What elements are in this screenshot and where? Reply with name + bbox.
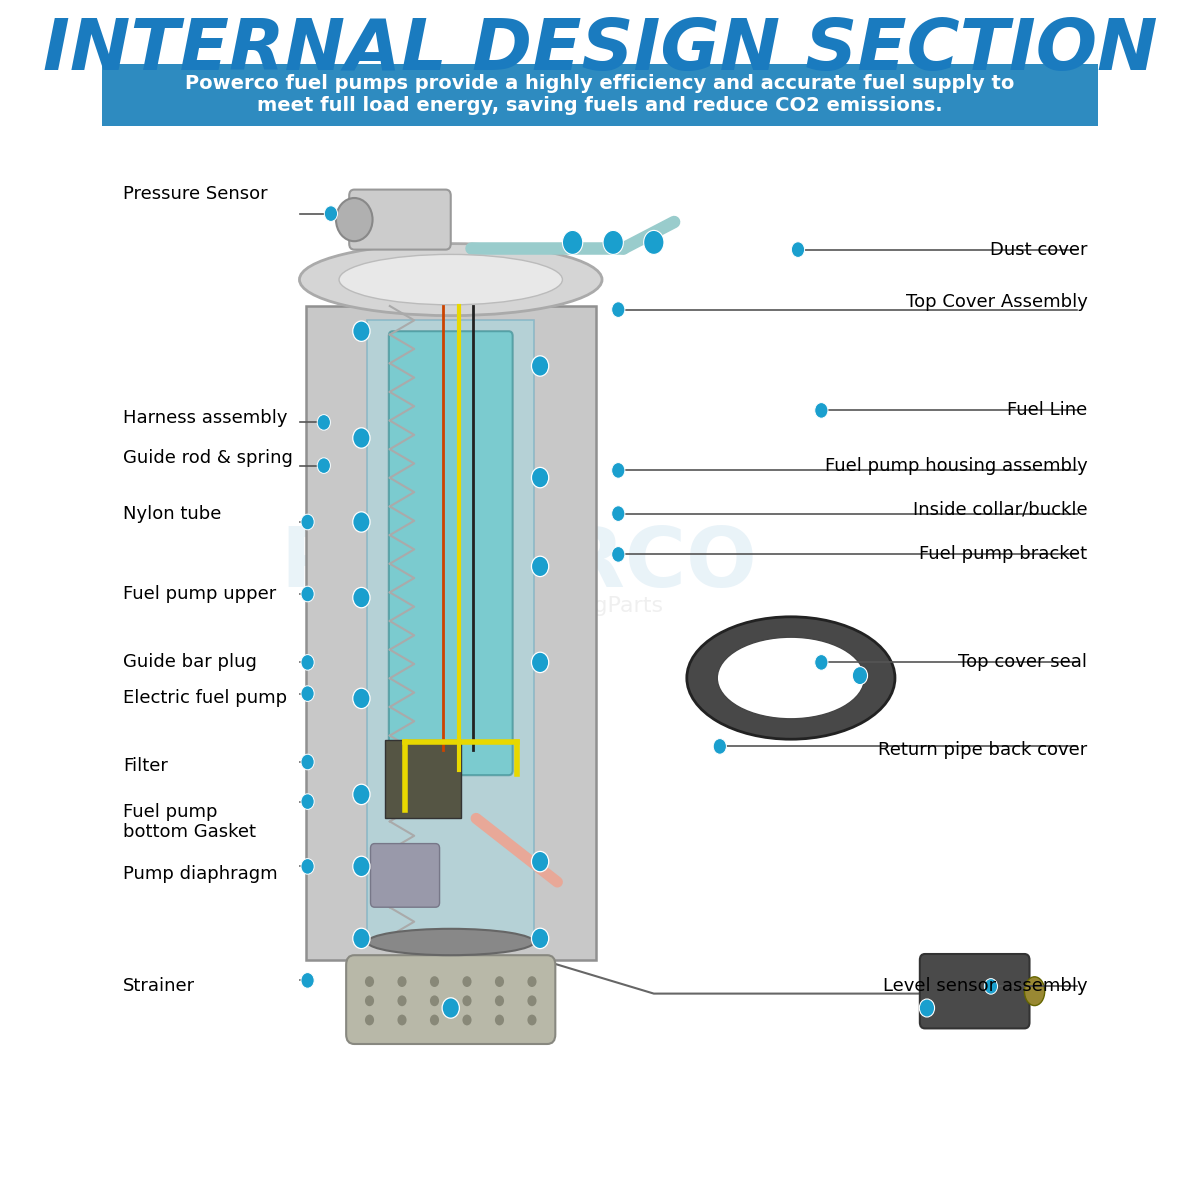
Circle shape [301,686,314,701]
Circle shape [643,230,664,254]
FancyBboxPatch shape [920,954,1030,1028]
Ellipse shape [1025,977,1045,1006]
Text: Inside collar/buckle: Inside collar/buckle [913,502,1087,518]
FancyBboxPatch shape [371,844,439,907]
Circle shape [397,996,407,1006]
Circle shape [430,977,439,986]
Ellipse shape [718,637,864,719]
Circle shape [301,859,314,874]
Text: Top cover seal: Top cover seal [959,653,1087,671]
Circle shape [301,587,314,601]
Text: Strainer: Strainer [122,977,194,996]
Text: Dust cover: Dust cover [990,240,1087,258]
Text: Powerco fuel pumps provide a highly efficiency and accurate fuel supply to
meet : Powerco fuel pumps provide a highly effi… [185,74,1015,115]
Circle shape [324,206,337,221]
Text: ChongParts: ChongParts [536,596,664,616]
Text: Guide rod & spring: Guide rod & spring [122,449,293,467]
Ellipse shape [340,254,563,305]
Circle shape [815,655,828,670]
Circle shape [365,1014,374,1025]
Circle shape [430,996,439,1006]
Circle shape [494,996,504,1006]
Text: Fuel pump housing assembly: Fuel pump housing assembly [824,456,1087,474]
Ellipse shape [367,929,534,955]
Circle shape [532,652,548,672]
Circle shape [984,979,997,994]
Circle shape [815,403,828,418]
Circle shape [397,977,407,986]
Text: Fuel pump
bottom Gasket: Fuel pump bottom Gasket [122,803,256,841]
Circle shape [612,462,625,478]
Circle shape [528,977,536,986]
Circle shape [528,1014,536,1025]
Circle shape [301,754,314,770]
Text: Level sensor assembly: Level sensor assembly [883,977,1087,996]
Circle shape [791,241,804,257]
Ellipse shape [686,617,895,739]
Text: Return pipe back cover: Return pipe back cover [878,740,1087,758]
Circle shape [365,977,374,986]
Circle shape [532,929,548,948]
Circle shape [365,996,374,1006]
Circle shape [713,738,726,755]
Circle shape [301,972,314,989]
Circle shape [604,230,623,254]
Circle shape [612,506,625,521]
Circle shape [532,467,548,488]
Circle shape [301,515,314,530]
Ellipse shape [300,244,602,316]
Text: Electric fuel pump: Electric fuel pump [122,689,287,708]
Text: INTERNAL DESIGN SECTION: INTERNAL DESIGN SECTION [43,16,1157,85]
Circle shape [852,667,868,684]
Circle shape [462,1014,472,1025]
Circle shape [353,689,370,708]
Text: Top Cover Assembly: Top Cover Assembly [906,293,1087,311]
Circle shape [494,1014,504,1025]
Circle shape [353,511,370,533]
FancyBboxPatch shape [389,331,512,775]
Circle shape [528,996,536,1006]
Circle shape [612,547,625,562]
Circle shape [317,458,330,474]
FancyBboxPatch shape [385,740,461,818]
Text: Harness assembly: Harness assembly [122,408,287,426]
Circle shape [353,587,370,607]
Circle shape [612,302,625,318]
Circle shape [353,427,370,448]
Circle shape [353,857,370,876]
Circle shape [353,785,370,804]
Circle shape [301,655,314,670]
Circle shape [353,929,370,948]
FancyBboxPatch shape [306,306,596,960]
Circle shape [462,996,472,1006]
Circle shape [563,230,583,254]
FancyBboxPatch shape [346,955,556,1044]
FancyBboxPatch shape [367,320,534,942]
FancyBboxPatch shape [102,64,1098,126]
Circle shape [532,556,548,577]
Text: Nylon tube: Nylon tube [122,504,221,523]
Circle shape [430,1014,439,1025]
Text: Filter: Filter [122,757,168,775]
Text: Pump diaphragm: Pump diaphragm [122,864,277,882]
Text: Guide bar plug: Guide bar plug [122,653,257,671]
Circle shape [532,852,548,871]
Text: POWERCO: POWERCO [281,523,757,605]
Circle shape [919,998,935,1018]
Circle shape [532,355,548,377]
Text: Fuel Line: Fuel Line [1007,401,1087,419]
Text: Pressure Sensor: Pressure Sensor [122,185,268,203]
Text: Fuel pump bracket: Fuel pump bracket [919,545,1087,563]
Circle shape [442,997,460,1018]
Circle shape [301,794,314,809]
Circle shape [353,320,370,341]
FancyBboxPatch shape [349,190,451,250]
Circle shape [494,977,504,986]
Text: Fuel pump upper: Fuel pump upper [122,584,276,602]
Circle shape [462,977,472,986]
Circle shape [336,198,372,241]
Circle shape [317,415,330,430]
Circle shape [397,1014,407,1025]
